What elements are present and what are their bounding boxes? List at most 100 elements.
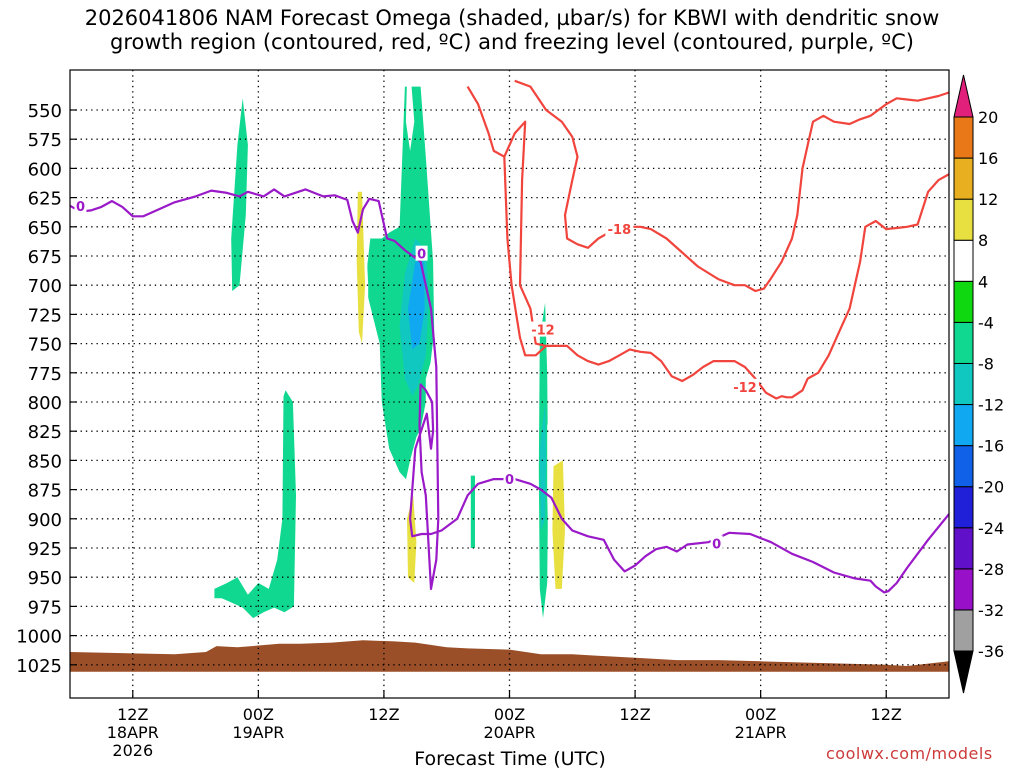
colorbar-label-13: 20 [978, 108, 998, 127]
source-url[interactable]: coolwx.com/models [826, 744, 993, 763]
contour-label-bg-freezing-level-2 [503, 471, 516, 487]
contour-labels: 0 0 0 0 -18 -12 -12 [74, 197, 759, 552]
contour-label-freezing-level-1: 0 [417, 248, 426, 263]
omega-region-green-low-left [214, 390, 296, 619]
title-line-2: growth region (contoured, red, ºC) and f… [110, 30, 914, 54]
ytick-label-575: 575 [28, 130, 62, 151]
colorbar-swatch-8 [953, 280, 974, 323]
colorbar-swatch-2 [953, 527, 974, 570]
colorbar-swatch-0 [953, 609, 974, 652]
colorbar-swatch-1 [953, 568, 974, 611]
colorbar-over-arrow [953, 74, 974, 118]
omega-region-yellow-strip-b [405, 80, 415, 151]
xtick-label-18-1: 19APR [232, 723, 284, 742]
ytick-label-1025: 1025 [16, 656, 62, 677]
colorbar-label-0: -36 [978, 642, 1004, 661]
xtick-label-6-0: 12Z [117, 705, 148, 724]
terrain-layer [70, 640, 949, 672]
xtick-label-6-2: 2026 [112, 741, 153, 760]
ytick-label-725: 725 [28, 305, 62, 326]
contour-dgz-upper-a [466, 86, 547, 347]
ytick-label-675: 675 [28, 247, 62, 268]
colorbar-under-arrow [953, 650, 974, 694]
omega-region-yellow-col-d [493, 238, 504, 426]
omega-region-yellow-col-e [503, 80, 523, 473]
ytick-label-750: 750 [28, 335, 62, 356]
omega-shading [214, 80, 600, 636]
omega-region-yellow-mid-b [425, 291, 463, 437]
ytick-label-700: 700 [28, 276, 62, 297]
xtick-label-30-0: 12Z [368, 705, 399, 724]
ytick-label-800: 800 [28, 393, 62, 414]
ytick-label-650: 650 [28, 218, 62, 239]
contour-label-freezing-level-2: 0 [505, 473, 514, 488]
colorbar-label-5: -16 [978, 437, 1004, 456]
colorbar-swatch-4 [953, 445, 974, 488]
contour-label-dgz-upper-b-0: -18 [608, 223, 632, 238]
xtick-label-66-0: 00Z [745, 705, 776, 724]
ytick-label-625: 625 [28, 189, 62, 210]
title-line-1: 2026041806 NAM Forecast Omega (shaded, µ… [84, 6, 940, 30]
ytick-label-600: 600 [28, 159, 62, 180]
ytick-label-950: 950 [28, 568, 62, 589]
ytick-label-900: 900 [28, 510, 62, 531]
x-axis-label: Forecast Time (UTC) [414, 748, 605, 768]
colorbar-swatch-7 [953, 321, 974, 364]
colorbar-swatch-5 [953, 404, 974, 447]
omega-region-orange-low [552, 460, 565, 589]
contour-label-dgz-lower-1: -12 [733, 381, 757, 396]
contour-label-bg-dgz-upper-b-0 [605, 221, 634, 237]
contour-dgz-lower [503, 156, 949, 400]
omega-region-cyan-right [539, 402, 547, 531]
contour-label-freezing-level-3: 0 [712, 537, 721, 552]
contour-label-bg-freezing-level-3 [710, 535, 723, 551]
omega-region-cyan-main [408, 261, 425, 350]
xtick-label-6-1: 18APR [107, 723, 159, 742]
ytick-label-775: 775 [28, 364, 62, 385]
colorbar: -36 -32 -28 -24 -20 -16 -12 -8 -4 4 8 12 16 20 [953, 74, 1004, 694]
colorbar-label-6: -12 [978, 396, 1004, 415]
omega-region-yellow-col-f [525, 121, 537, 286]
ytick-label-850: 850 [28, 451, 62, 472]
colorbar-swatch-6 [953, 362, 974, 406]
omega-region-yellow-mid-c [462, 291, 484, 367]
omega-region-green-mid [470, 475, 475, 548]
colorbar-label-7: -8 [978, 354, 994, 373]
contour-label-bg-dgz-lower-0 [528, 321, 557, 337]
colorbar-swatch-11 [953, 157, 974, 200]
ytick-label-1000: 1000 [16, 627, 62, 648]
colorbar-swatch-12 [953, 116, 974, 159]
colorbar-swatch-3 [953, 486, 974, 529]
colorbar-label-3: -24 [978, 519, 1004, 538]
contour-label-bg-freezing-level-1 [415, 245, 428, 261]
ytick-label-825: 825 [28, 422, 62, 443]
colorbar-label-8: -4 [978, 313, 994, 332]
colorbar-label-10: 8 [978, 231, 988, 250]
xtick-label-54-0: 12Z [619, 705, 650, 724]
terrain-fill [70, 640, 949, 672]
colorbar-swatch-9 [953, 239, 974, 282]
ytick-label-875: 875 [28, 481, 62, 502]
colorbar-label-9: 4 [978, 272, 988, 291]
contour-dgz-upper-b [514, 79, 949, 293]
contour-label-dgz-lower-0: -12 [531, 324, 555, 339]
chart-title: 2026041806 NAM Forecast Omega (shaded, µ… [0, 6, 1024, 54]
xtick-label-42-1: 20APR [483, 723, 535, 742]
ytick-label-925: 925 [28, 539, 62, 560]
colorbar-label-12: 16 [978, 149, 998, 168]
xtick-label-66-1: 21APR [735, 723, 787, 742]
xtick-label-42-0: 00Z [494, 705, 525, 724]
xtick-label-18-0: 00Z [243, 705, 274, 724]
xtick-label-78-0: 12Z [871, 705, 902, 724]
omega-region-green-far-left [231, 98, 248, 291]
contour-label-bg-dgz-lower-1 [730, 378, 759, 394]
contour-label-freezing-level-0: 0 [76, 200, 85, 215]
colorbar-label-2: -28 [978, 560, 1004, 579]
ytick-label-550: 550 [28, 101, 62, 122]
colorbar-label-4: -20 [978, 478, 1004, 497]
ytick-label-975: 975 [28, 597, 62, 618]
colorbar-label-11: 12 [978, 190, 998, 209]
y-axis: 550 575 600 625 650 675 700 725 750 775 800 825 850 8… [16, 101, 77, 677]
